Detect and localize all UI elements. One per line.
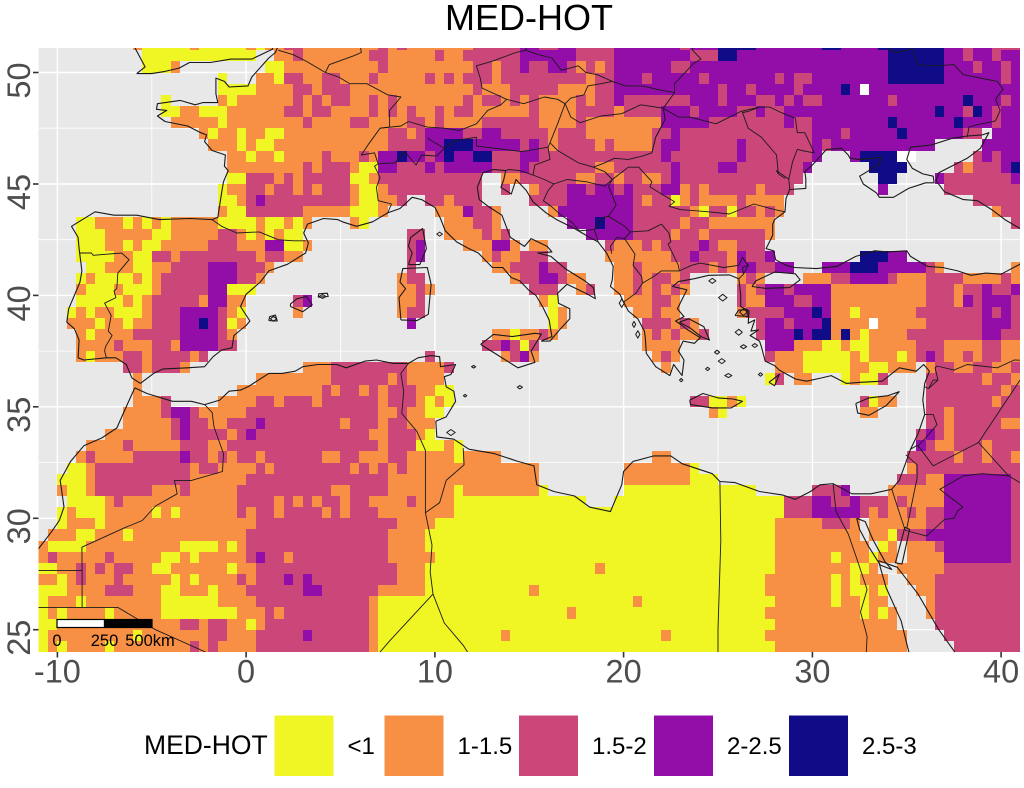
svg-text:MED-HOT: MED-HOT: [144, 730, 268, 760]
svg-text:30: 30: [794, 654, 830, 690]
svg-text:20: 20: [606, 654, 642, 690]
svg-text:250: 250: [91, 632, 119, 650]
svg-text:1.5-2: 1.5-2: [592, 733, 647, 760]
svg-text:40: 40: [1, 285, 37, 321]
svg-text:0: 0: [52, 632, 61, 650]
svg-text:30: 30: [1, 508, 37, 544]
svg-text:25: 25: [1, 620, 37, 656]
svg-text:<1: <1: [348, 733, 375, 760]
svg-text:10: 10: [417, 654, 453, 690]
svg-text:500km: 500km: [125, 632, 175, 650]
svg-text:1-1.5: 1-1.5: [458, 733, 513, 760]
svg-text:35: 35: [1, 397, 37, 433]
svg-text:-10: -10: [34, 654, 81, 690]
svg-text:0: 0: [237, 654, 255, 690]
svg-text:50: 50: [1, 62, 37, 98]
svg-text:40: 40: [983, 654, 1019, 690]
svg-text:45: 45: [1, 174, 37, 210]
svg-text:2.5-3: 2.5-3: [862, 733, 917, 760]
svg-text:2-2.5: 2-2.5: [727, 733, 782, 760]
svg-text:MED-HOT: MED-HOT: [445, 0, 613, 38]
